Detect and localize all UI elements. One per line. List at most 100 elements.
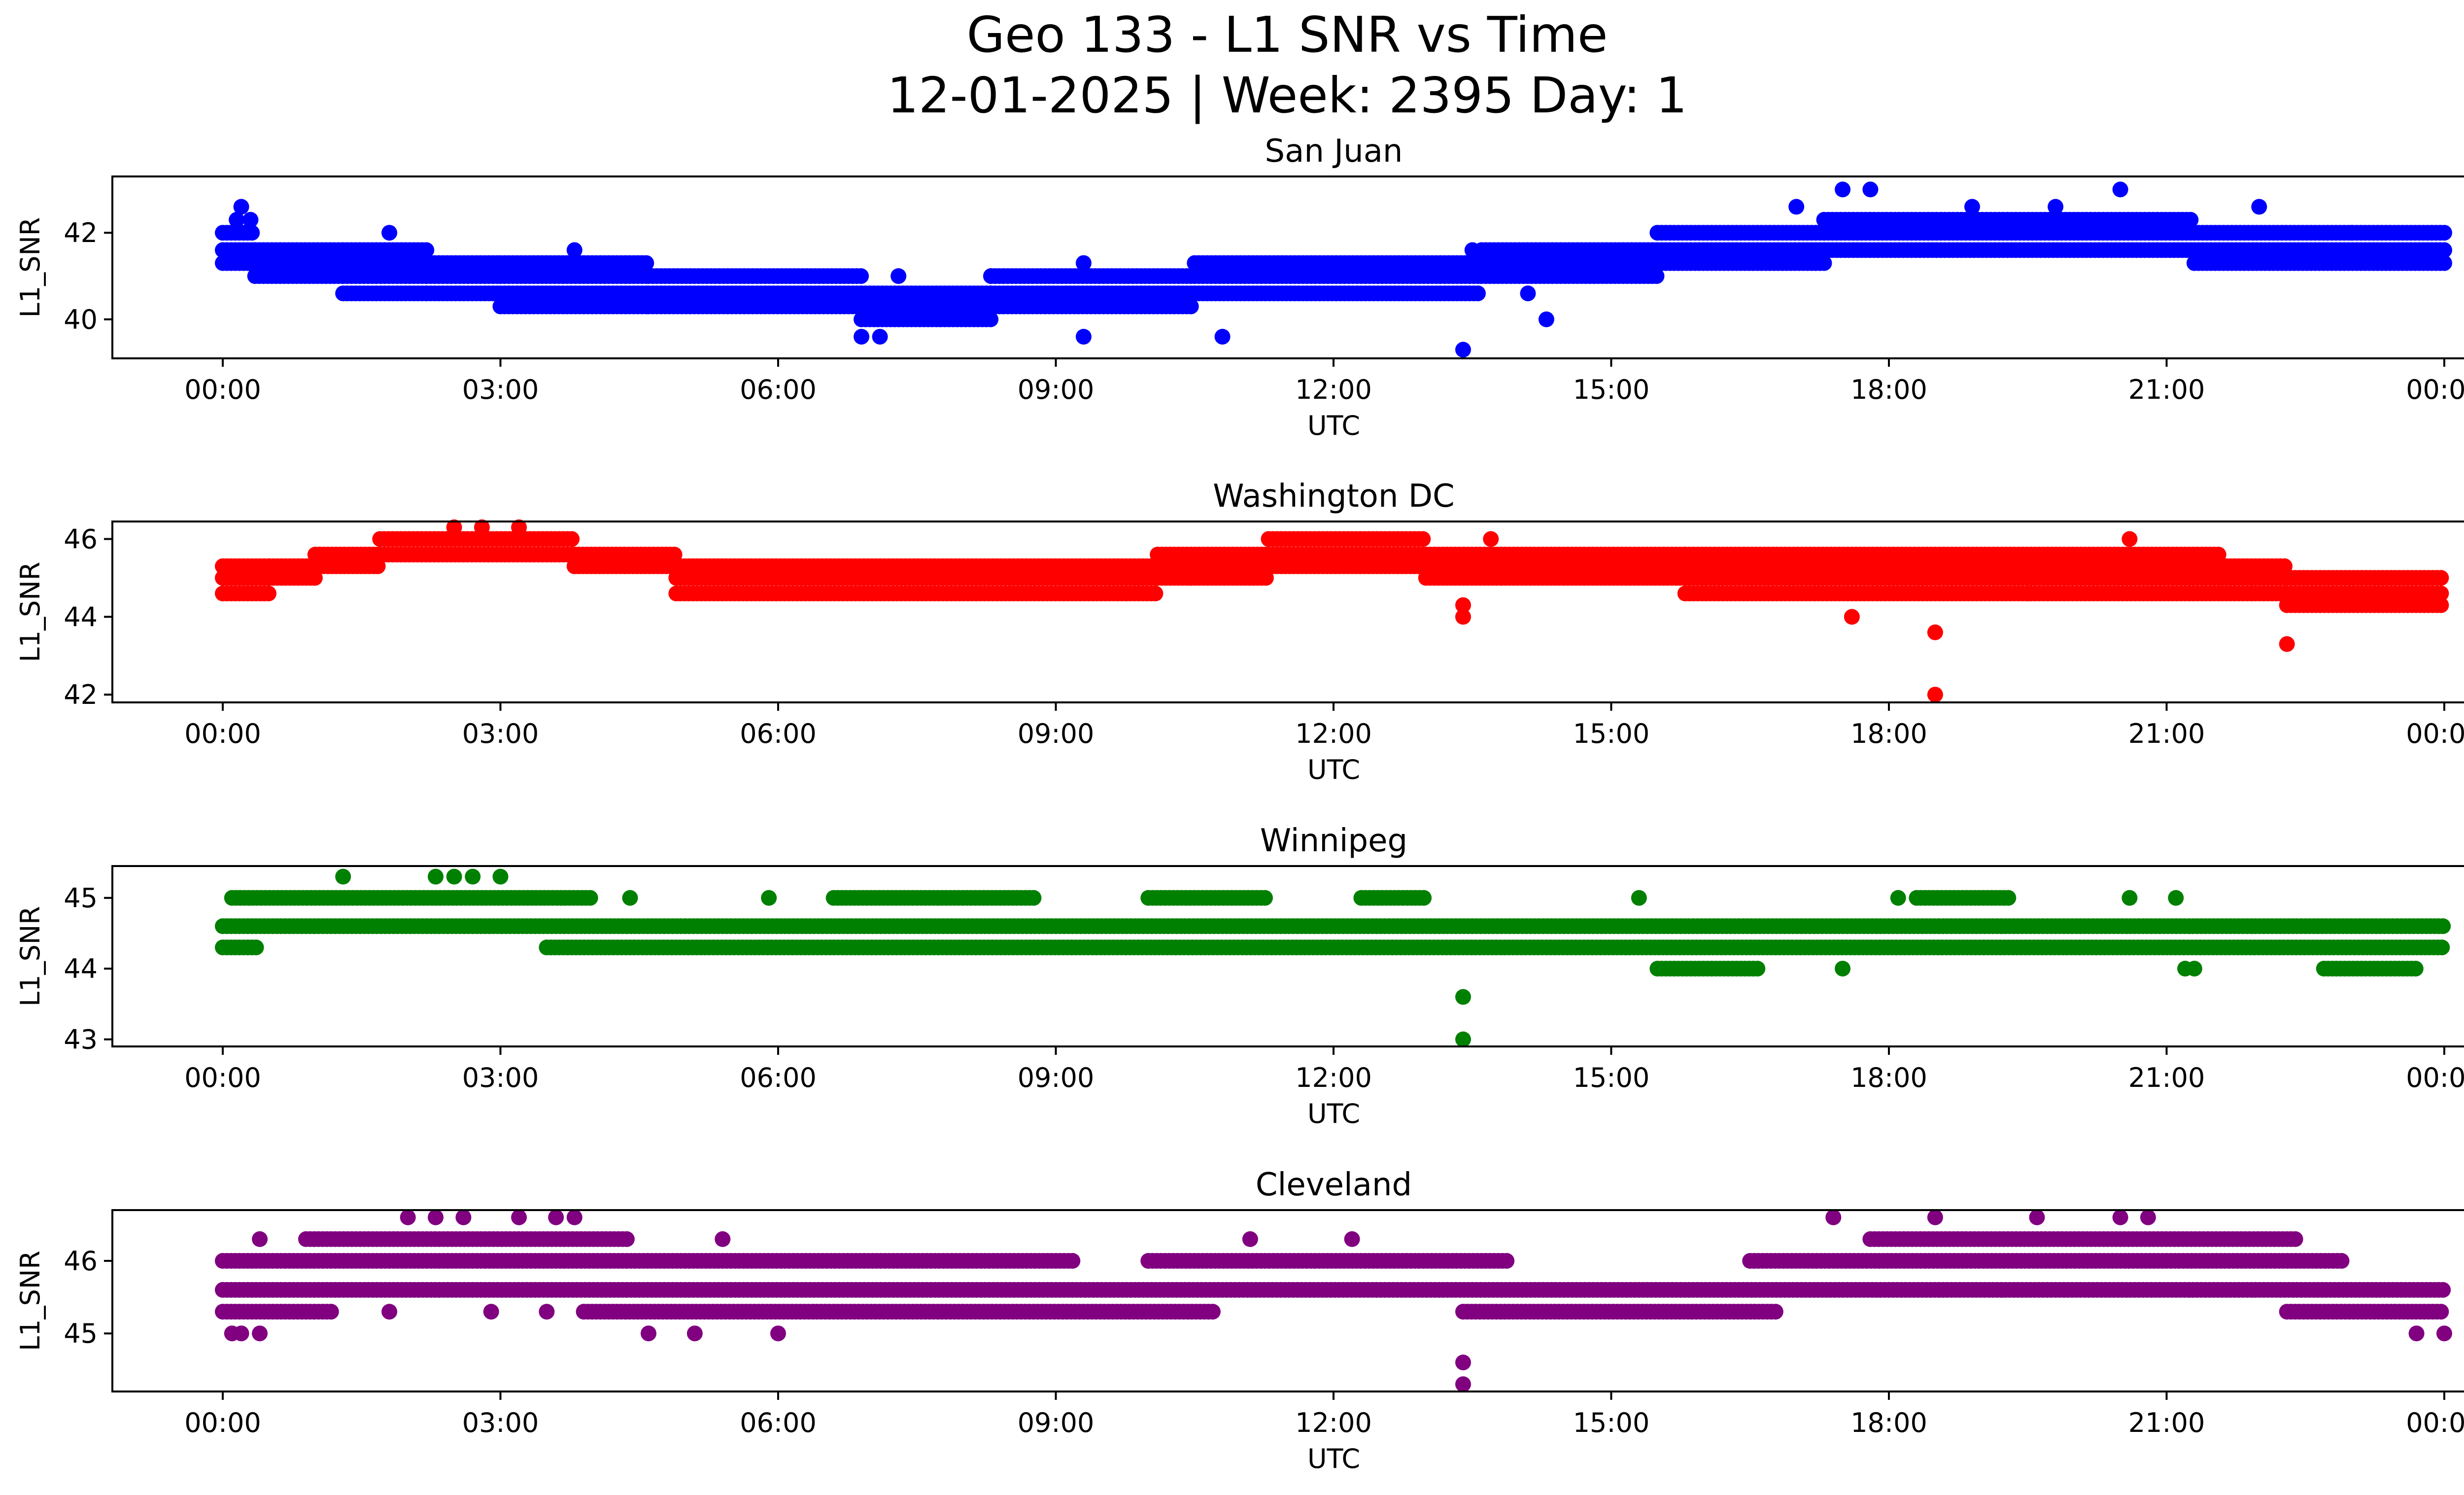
- x-tick-label-san-juan-8: 00:00: [2406, 374, 2464, 405]
- data-point-san-juan-1679: [2436, 225, 2452, 241]
- x-tick-label-washington-dc-2: 06:00: [740, 718, 817, 749]
- data-point-san-juan-1683: [381, 225, 398, 241]
- y-tick-label-winnipeg-0: 43: [64, 1024, 98, 1055]
- y-axis-label-san-juan: L1_SNR: [15, 217, 46, 318]
- data-point-winnipeg-1261: [2168, 890, 2184, 906]
- x-tick-label-san-juan-4: 12:00: [1295, 374, 1372, 405]
- data-point-winnipeg-1256: [1455, 989, 1471, 1005]
- data-point-washington-dc-1653: [1927, 624, 1943, 640]
- x-tick-label-san-juan-6: 18:00: [1850, 374, 1927, 405]
- data-point-washington-dc-185: [564, 531, 580, 547]
- x-tick-label-winnipeg-5: 15:00: [1573, 1062, 1650, 1093]
- data-point-san-juan-1698: [2112, 181, 2128, 198]
- x-axis-label-washington-dc: UTC: [1307, 754, 1360, 785]
- data-point-san-juan-1695: [1520, 285, 1536, 302]
- data-point-washington-dc-33: [261, 586, 276, 601]
- x-tick-label-washington-dc-3: 09:00: [1018, 718, 1095, 749]
- data-point-san-juan-1684: [566, 242, 582, 258]
- data-point-winnipeg-1264: [622, 890, 638, 906]
- x-tick-label-winnipeg-1: 03:00: [462, 1062, 539, 1093]
- figure-title-line2: 12-01-2025 | Week: 2395 Day: 1: [887, 67, 1687, 124]
- data-point-san-juan-768: [1183, 298, 1199, 314]
- x-tick-label-washington-dc-7: 21:00: [2128, 718, 2205, 749]
- data-point-winnipeg-1259: [1890, 890, 1906, 906]
- scatter-series-san-juan: [215, 181, 2452, 358]
- subplot-title-winnipeg: Winnipeg: [1260, 823, 1407, 859]
- x-tick-label-san-juan-2: 06:00: [740, 374, 817, 405]
- x-tick-label-san-juan-3: 09:00: [1018, 374, 1095, 405]
- data-point-san-juan-1682: [242, 211, 259, 228]
- data-point-washington-dc-1644: [2433, 586, 2449, 601]
- figure-title-line1: Geo 133 - L1 SNR vs Time: [967, 6, 1608, 64]
- data-point-san-juan-527: [853, 268, 869, 284]
- data-point-winnipeg-1134: [1026, 890, 1042, 906]
- data-point-winnipeg-1250: [2407, 961, 2424, 977]
- data-point-san-juan-1699: [1788, 199, 1805, 215]
- x-tick-label-winnipeg-0: 00:00: [184, 1062, 261, 1093]
- x-tick-label-san-juan-0: 00:00: [184, 374, 261, 405]
- data-point-washington-dc-581: [1147, 586, 1164, 601]
- x-tick-label-washington-dc-8: 00:00: [2406, 718, 2464, 749]
- y-tick-label-washington-dc-1: 44: [64, 601, 98, 632]
- data-point-san-juan-621: [983, 311, 999, 327]
- data-point-winnipeg-1163: [1257, 890, 1273, 906]
- data-point-san-juan-1700: [1964, 199, 1980, 215]
- data-point-washington-dc-1654: [1927, 687, 1943, 703]
- data-point-san-juan-1696: [1835, 181, 1851, 198]
- data-point-winnipeg-1265: [761, 890, 777, 906]
- x-tick-label-winnipeg-7: 21:00: [2128, 1062, 2205, 1093]
- subplot-title-cleveland: Cleveland: [1256, 1167, 1412, 1203]
- data-point-san-juan-1703: [2344, 225, 2360, 241]
- data-point-washington-dc-1657: [2019, 586, 2036, 601]
- x-tick-label-san-juan-7: 21:00: [2128, 374, 2205, 405]
- data-point-san-juan-23: [244, 225, 260, 241]
- data-point-san-juan-1692: [1455, 342, 1471, 358]
- y-tick-label-winnipeg-2: 45: [64, 883, 98, 914]
- x-tick-label-winnipeg-4: 12:00: [1295, 1062, 1372, 1093]
- data-point-winnipeg-1253: [446, 869, 462, 885]
- data-point-winnipeg-533: [2435, 918, 2451, 934]
- subplot-panels: San Juan 00:00 03:00 06:00 09:00 12:00 15:00 18…: [15, 133, 2464, 1474]
- data-point-san-juan-975: [1470, 285, 1486, 302]
- data-point-winnipeg-1254: [465, 869, 481, 885]
- data-point-winnipeg-989: [2434, 939, 2450, 956]
- data-point-winnipeg-1085: [582, 890, 598, 906]
- x-tick-label-winnipeg-3: 09:00: [1018, 1062, 1095, 1093]
- y-axis-label-washington-dc: L1_SNR: [15, 562, 46, 662]
- x-axis-label-san-juan: UTC: [1307, 410, 1360, 441]
- data-point-winnipeg-1252: [428, 869, 444, 885]
- y-tick-label-winnipeg-1: 44: [64, 953, 98, 984]
- data-point-winnipeg-1179: [1416, 890, 1432, 906]
- data-point-winnipeg-1204: [1749, 961, 1766, 977]
- data-point-winnipeg-1251: [335, 869, 351, 885]
- subplot-title-san-juan: San Juan: [1265, 133, 1403, 170]
- data-point-washington-dc-1656: [2122, 531, 2138, 547]
- data-point-winnipeg-1257: [1455, 1031, 1471, 1047]
- data-point-san-juan-1686: [872, 329, 888, 345]
- data-point-winnipeg-1260: [2122, 890, 2138, 906]
- x-tick-label-washington-dc-0: 00:00: [184, 718, 261, 749]
- data-point-washington-dc-1652: [1844, 609, 1860, 625]
- data-point-san-juan-1689: [1075, 255, 1092, 271]
- data-point-san-juan-1701: [2048, 199, 2064, 215]
- data-point-winnipeg-1263: [2186, 961, 2202, 977]
- data-point-san-juan-1678: [2436, 242, 2452, 258]
- y-tick-label-washington-dc-0: 42: [64, 679, 98, 710]
- data-point-san-juan-1688: [983, 268, 999, 284]
- y-axis-label-winnipeg: L1_SNR: [15, 906, 46, 1007]
- data-point-washington-dc-778: [1415, 531, 1431, 547]
- data-point-washington-dc-1651: [1483, 531, 1499, 547]
- data-point-san-juan-1681: [229, 211, 245, 228]
- data-point-san-juan-1690: [1075, 329, 1092, 345]
- x-axis-label-winnipeg: UTC: [1307, 1098, 1360, 1129]
- data-point-san-juan-1691: [1214, 329, 1231, 345]
- x-tick-label-washington-dc-1: 03:00: [462, 718, 539, 749]
- x-tick-label-washington-dc-4: 12:00: [1295, 718, 1372, 749]
- x-tick-label-winnipeg-8: 00:00: [2406, 1062, 2464, 1093]
- data-point-san-juan-1685: [854, 329, 870, 345]
- y-tick-label-san-juan-1: 42: [64, 217, 98, 248]
- data-point-san-juan-1697: [1862, 181, 1879, 198]
- data-point-winnipeg-1266: [1631, 890, 1647, 906]
